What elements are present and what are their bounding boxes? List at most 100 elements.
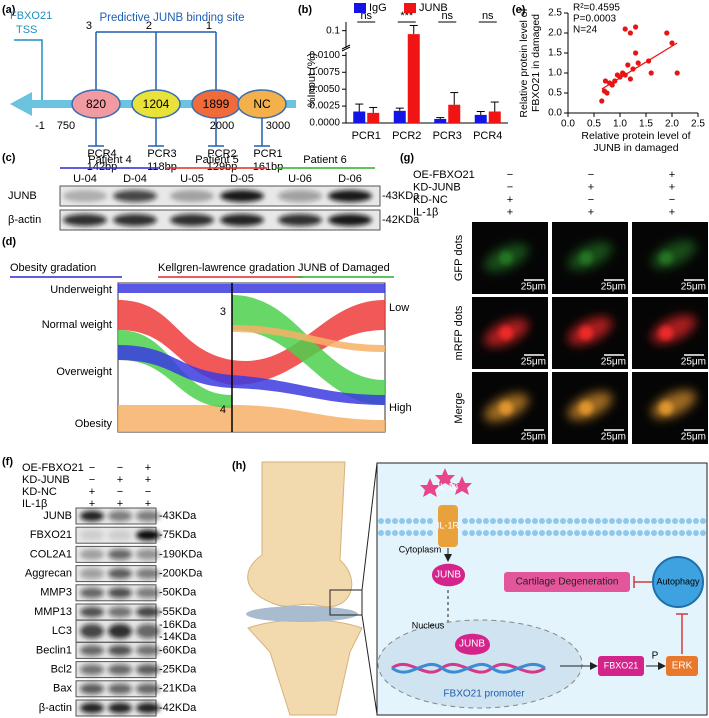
- y-tick-label: 0.0000: [309, 118, 340, 129]
- lipid: [581, 518, 587, 524]
- point: [612, 78, 618, 84]
- site-label: NC: [253, 97, 271, 111]
- scale-label: 25μm: [521, 432, 546, 443]
- band: [80, 683, 104, 695]
- junb-blob: [455, 633, 490, 655]
- condition-label: KD-JUNB: [413, 181, 461, 193]
- lipid: [469, 530, 475, 536]
- lipid: [392, 518, 398, 524]
- patient-label: Patient 4: [88, 154, 131, 166]
- panel-label: (g): [400, 152, 414, 164]
- nucleus: [659, 326, 673, 340]
- nucleus: [659, 401, 673, 415]
- nucleus: [499, 326, 513, 340]
- annotation: P=0.0003: [573, 14, 617, 25]
- lipid: [406, 518, 412, 524]
- point: [635, 60, 641, 66]
- primer-size: 129bp: [207, 161, 238, 173]
- scale-label: 25μm: [521, 357, 546, 368]
- legend-swatch: [354, 3, 366, 13]
- bar: [367, 112, 380, 123]
- lipid: [623, 530, 629, 536]
- band: [136, 702, 160, 714]
- point: [609, 82, 615, 88]
- protein-label: Beclin1: [36, 644, 72, 656]
- condition-label: IL-1β: [22, 498, 47, 510]
- lipid: [658, 530, 664, 536]
- scale-label: 25μm: [681, 282, 706, 293]
- lipid: [427, 530, 433, 536]
- lipid: [686, 518, 692, 524]
- band: [108, 568, 132, 579]
- scale-label: 25μm: [681, 357, 706, 368]
- lipid: [602, 518, 608, 524]
- condition-sign: +: [117, 498, 123, 510]
- protein-label: COL2A1: [30, 548, 72, 560]
- position: 3000: [266, 120, 290, 132]
- flow: [118, 345, 385, 405]
- panel-label: (b): [298, 4, 312, 16]
- band: [108, 645, 132, 656]
- flow: [232, 325, 385, 352]
- lipid: [476, 530, 482, 536]
- level-label: Normal weight: [42, 319, 112, 331]
- scale-label: 25μm: [521, 282, 546, 293]
- point: [633, 50, 639, 56]
- lipid: [595, 518, 601, 524]
- level-label: Obesity: [75, 418, 113, 430]
- legend-swatch: [404, 3, 416, 13]
- dna: [391, 662, 546, 674]
- point: [674, 70, 680, 76]
- band: [136, 549, 160, 560]
- band: [136, 568, 160, 579]
- primer-size: 118bp: [147, 161, 177, 173]
- level-label: 4: [220, 404, 226, 416]
- lipid: [385, 518, 391, 524]
- lane-label: U-04: [73, 173, 97, 185]
- nucleus-label: Nucleus: [412, 620, 445, 630]
- condition-sign: +: [145, 474, 151, 486]
- condition-sign: −: [89, 462, 95, 474]
- size-label: -190KDa: [159, 548, 203, 560]
- scale-label: 25μm: [681, 432, 706, 443]
- lipid: [399, 530, 405, 536]
- point: [633, 24, 639, 30]
- condition-sign: −: [117, 462, 123, 474]
- band: [63, 190, 107, 202]
- x-tick-label: PCR4: [473, 130, 502, 142]
- point: [630, 66, 636, 72]
- bar: [488, 111, 501, 123]
- zoom-line: [361, 462, 378, 591]
- fbxo21-label: FBXO21: [604, 660, 639, 670]
- nucleus: [579, 401, 593, 415]
- band: [108, 664, 132, 675]
- condition-sign: +: [588, 206, 594, 218]
- protein-label: MMP13: [34, 606, 72, 618]
- site-title: Predictive JUNB binding site: [99, 12, 244, 24]
- x-tick-label: 2.5: [691, 119, 705, 130]
- point: [602, 78, 609, 84]
- lipid: [511, 530, 517, 536]
- tibia: [247, 619, 363, 716]
- lipid: [581, 530, 587, 536]
- band: [136, 587, 160, 599]
- condition-sign: +: [145, 462, 151, 474]
- size-label: -60KDa: [159, 644, 197, 656]
- lipid: [700, 530, 706, 536]
- protein-label: JUNB: [43, 510, 72, 522]
- degeneration-box: [504, 572, 630, 592]
- primer-size: 142bp: [87, 161, 118, 173]
- condition-sign: +: [507, 206, 513, 218]
- flow: [118, 284, 385, 293]
- lipid: [462, 530, 468, 536]
- band: [278, 214, 322, 226]
- primer-name: PCR4: [87, 148, 116, 160]
- size-label: -50KDa: [159, 587, 197, 599]
- band: [108, 606, 132, 618]
- band: [170, 214, 214, 226]
- bar: [474, 114, 487, 123]
- junb-label: JUNB: [435, 570, 461, 581]
- sankey-flows: [117, 282, 386, 433]
- lipid: [686, 530, 692, 536]
